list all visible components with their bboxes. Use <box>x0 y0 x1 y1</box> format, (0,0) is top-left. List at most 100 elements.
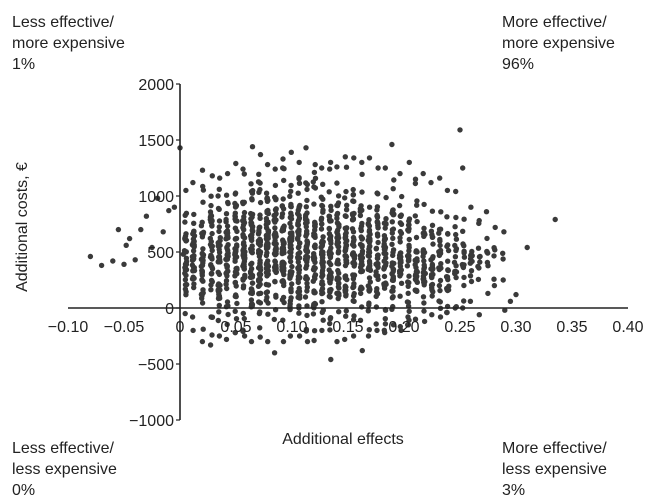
data-point <box>414 218 420 225</box>
data-point <box>297 202 303 209</box>
data-point <box>366 258 373 264</box>
data-point <box>358 234 364 240</box>
data-point <box>296 180 303 186</box>
y-tick-label: 0 <box>165 301 174 318</box>
data-point <box>430 254 436 260</box>
x-tick-label: 0.05 <box>220 319 251 336</box>
data-point <box>257 199 264 206</box>
data-point <box>248 338 255 345</box>
data-point <box>224 170 231 177</box>
data-point <box>468 204 474 210</box>
data-point <box>183 237 190 244</box>
data-point <box>207 342 214 348</box>
data-point <box>240 310 246 317</box>
data-point <box>420 294 427 300</box>
data-point <box>389 295 396 301</box>
data-point <box>240 222 247 228</box>
data-point <box>200 326 206 332</box>
data-point <box>182 277 189 283</box>
data-point <box>420 170 426 177</box>
data-point <box>320 209 326 215</box>
data-point <box>413 234 420 241</box>
data-point <box>281 280 287 286</box>
axis-ticks: −0.10 −0.05 0 0.05 0.10 0.15 0.20 0.25 0.30 0.35 0… <box>48 77 644 430</box>
data-point <box>343 164 350 170</box>
data-point <box>191 220 197 226</box>
y-tick-label: −500 <box>138 357 174 374</box>
data-point <box>406 248 412 254</box>
data-point <box>303 180 309 186</box>
data-point <box>383 194 389 201</box>
data-point <box>438 261 444 267</box>
data-point <box>296 176 302 182</box>
data-point <box>257 334 263 340</box>
data-point <box>335 267 341 274</box>
data-point <box>304 262 310 269</box>
data-point <box>264 161 271 168</box>
data-point <box>248 236 254 242</box>
data-point <box>334 210 341 217</box>
data-point <box>303 328 309 334</box>
data-point <box>232 190 239 196</box>
data-point <box>412 316 419 322</box>
data-point <box>272 247 278 253</box>
data-point <box>225 199 231 206</box>
data-point <box>320 317 326 323</box>
data-point <box>445 247 452 254</box>
data-point <box>310 311 317 317</box>
data-point <box>398 221 405 227</box>
data-point <box>182 264 188 271</box>
data-point <box>289 263 295 270</box>
data-point <box>375 255 381 261</box>
data-point <box>288 182 294 189</box>
data-point <box>491 276 497 282</box>
data-point <box>342 262 349 269</box>
data-point <box>241 246 247 252</box>
data-point <box>296 263 302 269</box>
data-point <box>216 333 223 339</box>
data-point <box>343 308 349 314</box>
data-point <box>190 179 196 186</box>
data-point <box>200 278 206 284</box>
quadrant-line: more expensive <box>502 35 615 52</box>
data-point <box>182 219 188 225</box>
data-point <box>327 218 333 224</box>
data-point <box>476 220 482 227</box>
data-point <box>272 252 278 258</box>
data-point <box>502 307 508 313</box>
data-point <box>247 274 254 280</box>
data-point <box>334 338 340 345</box>
data-point <box>453 247 459 254</box>
data-point <box>281 271 287 278</box>
data-point <box>257 325 263 331</box>
data-point <box>507 298 514 304</box>
data-point <box>389 241 395 247</box>
data-point <box>224 285 230 292</box>
data-point <box>233 235 239 242</box>
data-point <box>310 179 316 185</box>
data-point <box>289 237 295 244</box>
data-point <box>421 308 427 314</box>
data-point <box>485 290 491 297</box>
data-point <box>225 242 231 248</box>
data-point <box>406 273 412 279</box>
data-point <box>241 315 247 322</box>
data-point <box>437 242 443 249</box>
data-point <box>421 275 427 282</box>
data-point <box>445 267 451 274</box>
data-point <box>295 255 301 262</box>
data-point <box>350 317 357 323</box>
data-point <box>288 212 294 219</box>
data-point <box>296 227 302 233</box>
data-point <box>457 127 463 133</box>
data-point <box>390 226 397 232</box>
data-point <box>304 186 310 193</box>
data-point <box>405 314 411 320</box>
x-tick-label: −0.05 <box>104 319 145 336</box>
data-point <box>110 258 116 264</box>
data-point <box>225 311 231 318</box>
data-point <box>256 229 262 235</box>
data-point <box>397 323 403 330</box>
data-point <box>257 276 263 283</box>
data-point <box>351 198 357 205</box>
